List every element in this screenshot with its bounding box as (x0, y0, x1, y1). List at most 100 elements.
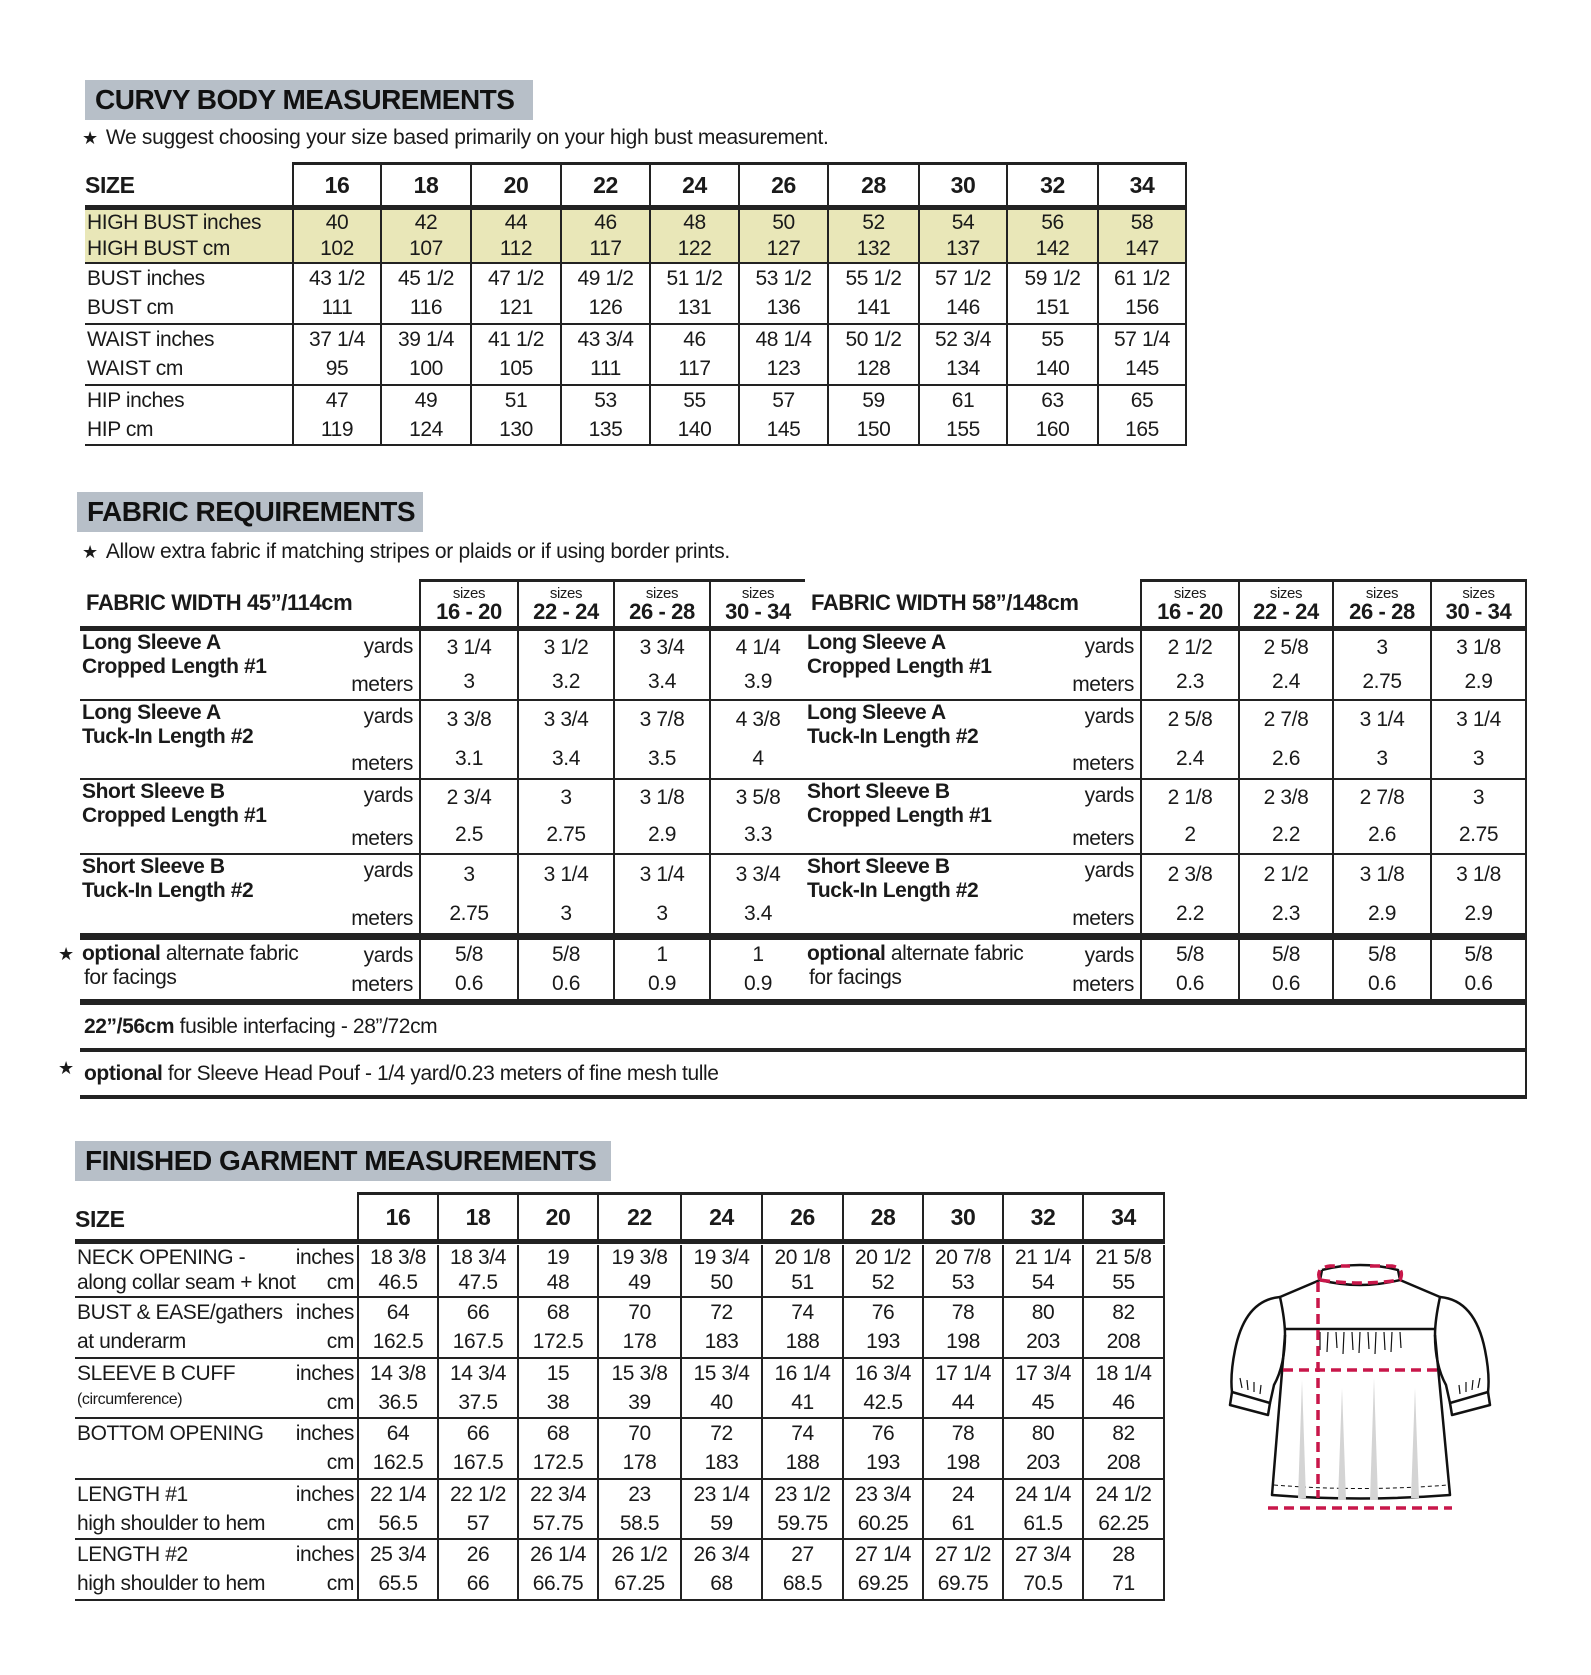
row-label-text: HIP inches (87, 388, 185, 412)
fabric-amount-cell: 3 1/4 3 (613, 855, 709, 935)
fabric-amount-cell: 2 3/4 2.5 (419, 780, 517, 855)
size-header: 16 (292, 162, 380, 205)
measurement-cell: 19 3/8 49 (597, 1245, 680, 1298)
size-group-header: sizes 30 - 34 (1430, 579, 1527, 626)
yards-value: 5/8 (1272, 942, 1300, 966)
measurement-cell: 27 3/4 70.5 (1002, 1540, 1082, 1601)
measurement-cell: 46 117 (649, 325, 738, 386)
unit-yards: yards (363, 784, 414, 807)
size-header: 20 (517, 1192, 597, 1239)
measurement-cell: 16 1/4 41 (761, 1359, 842, 1419)
measurement-cell: 55 1/2 141 (827, 264, 918, 325)
fabric-amount-cell: 2 7/8 2.6 (1332, 780, 1430, 855)
measurement-cell: 68 172.5 (517, 1419, 597, 1480)
size-group: sizes 26 - 28 (629, 586, 695, 623)
meters-value: 0.9 (744, 972, 772, 996)
meters-value: 0.9 (648, 972, 676, 996)
measurement-cell: 63 160 (1006, 386, 1097, 446)
size-header: 22 (597, 1192, 680, 1239)
length-name: Cropped Length #1 (82, 804, 267, 827)
yards-value: 3 3/4 (639, 636, 685, 659)
cm-value: 127 (766, 237, 801, 260)
inches-value: 64 (386, 1421, 410, 1445)
measurement-cell: 51 1/2 131 (649, 264, 738, 325)
yards-value: 3 1/4 (1456, 708, 1501, 732)
meters-value: 4 (752, 746, 764, 770)
measurement-cell: 78 198 (922, 1419, 1002, 1480)
unit-label: cm (326, 1390, 355, 1414)
cm-value: 36.5 (378, 1390, 418, 1414)
measurement-cell: 23 1/2 59.75 (761, 1480, 842, 1540)
fabric-amount-cell: 3 1/4 3 (1430, 701, 1527, 780)
unit-meters: meters (1072, 752, 1134, 775)
measurement-cell: 82 208 (1082, 1298, 1165, 1359)
sleeve-pouf-row: optional for Sleeve Head Pouf - 1/4 yard… (80, 1052, 1527, 1095)
cm-value: 49 (628, 1271, 651, 1295)
measurement-cell: 53 135 (560, 386, 649, 446)
sizes-caption: sizes (549, 584, 583, 602)
cm-value: 102 (320, 237, 354, 260)
inches-value: 66 (466, 1421, 490, 1445)
meters-value: 2.9 (1368, 901, 1396, 925)
sizes-caption: sizes (645, 584, 679, 602)
measurement-cell: 55 140 (1006, 325, 1097, 386)
curvy-note: ★ We suggest choosing your size based pri… (82, 126, 829, 150)
inches-value: 55 (683, 388, 706, 412)
inches-value: 24 (951, 1482, 975, 1506)
fabric-amount-cell: 3 1/4 3 (1332, 701, 1430, 780)
inches-value: 19 (546, 1245, 570, 1269)
cm-value: 42.5 (863, 1390, 903, 1414)
yards-value: 3 1/4 (1359, 708, 1405, 732)
measurement-cell: 76 193 (842, 1419, 922, 1480)
meters-value: 2.3 (1272, 901, 1300, 925)
yards-value: 4 3/8 (735, 708, 781, 732)
cm-value: 137 (946, 237, 980, 260)
cm-value: 203 (1026, 1330, 1060, 1354)
unit-yards: yards (1084, 784, 1135, 807)
inches-value: 26 3/4 (693, 1542, 750, 1566)
meters-value: 0.6 (1464, 972, 1493, 996)
measurement-cell: 19 3/4 50 (680, 1245, 761, 1298)
unit-yards: yards (363, 635, 414, 658)
meters-value: 2.75 (1362, 670, 1402, 693)
row-label: BUST & EASE/gathers inches at underarm cm (75, 1298, 357, 1359)
cm-value: 126 (588, 296, 623, 320)
sizes-range: 22 - 24 (1253, 598, 1319, 624)
inches-value: 55 (1041, 327, 1064, 351)
row-label-line: WAIST cm (87, 357, 292, 381)
fabric-amount-cell: 1 0.9 (613, 940, 709, 1001)
cm-value: 122 (677, 237, 712, 260)
sizes-caption: sizes (1269, 584, 1303, 602)
sizes-range: 22 - 24 (533, 598, 599, 624)
unit-label: inches (295, 1361, 355, 1385)
cm-value: 44 (951, 1390, 975, 1414)
meters-value: 2.2 (1176, 901, 1204, 925)
fabric-amount-cell: 5/8 0.6 (419, 940, 517, 1001)
row-label-text: HIGH BUST cm (87, 237, 230, 260)
meters-value: 0.6 (552, 972, 580, 996)
meters-value: 2.75 (546, 822, 586, 846)
row-label-text: SLEEVE B CUFF (77, 1361, 236, 1385)
row-label-text: (circumference) (77, 1390, 183, 1408)
cm-value: 167.5 (452, 1330, 504, 1354)
yards-value: 2 7/8 (1263, 708, 1309, 732)
cm-value: 146 (946, 296, 980, 320)
yards-value: 3 3/4 (543, 708, 589, 732)
yards-value: 2 5/8 (1167, 708, 1213, 732)
yards-value: 3 1/8 (639, 786, 685, 810)
meters-value: 0.6 (1272, 972, 1300, 996)
cm-value: 46.5 (378, 1271, 418, 1295)
inches-value: 61 1/2 (1114, 266, 1170, 290)
row-label-text: BUST cm (87, 296, 174, 320)
cm-value: 151 (1035, 296, 1070, 320)
sizes-range: 16 - 20 (1157, 598, 1223, 624)
inches-value: 53 (594, 388, 617, 412)
measurement-cell: 41 1/2 105 (470, 325, 560, 386)
cm-value: 71 (1112, 1572, 1135, 1596)
cm-value: 188 (785, 1451, 820, 1475)
fabric-row-label: Long Sleeve A Tuck-In Length #2 yards meter… (80, 701, 419, 780)
yards-value: 2 7/8 (1359, 786, 1405, 810)
measurement-cell: 28 71 (1082, 1540, 1165, 1601)
cm-value: 183 (704, 1330, 739, 1354)
cm-value: 208 (1106, 1451, 1141, 1475)
